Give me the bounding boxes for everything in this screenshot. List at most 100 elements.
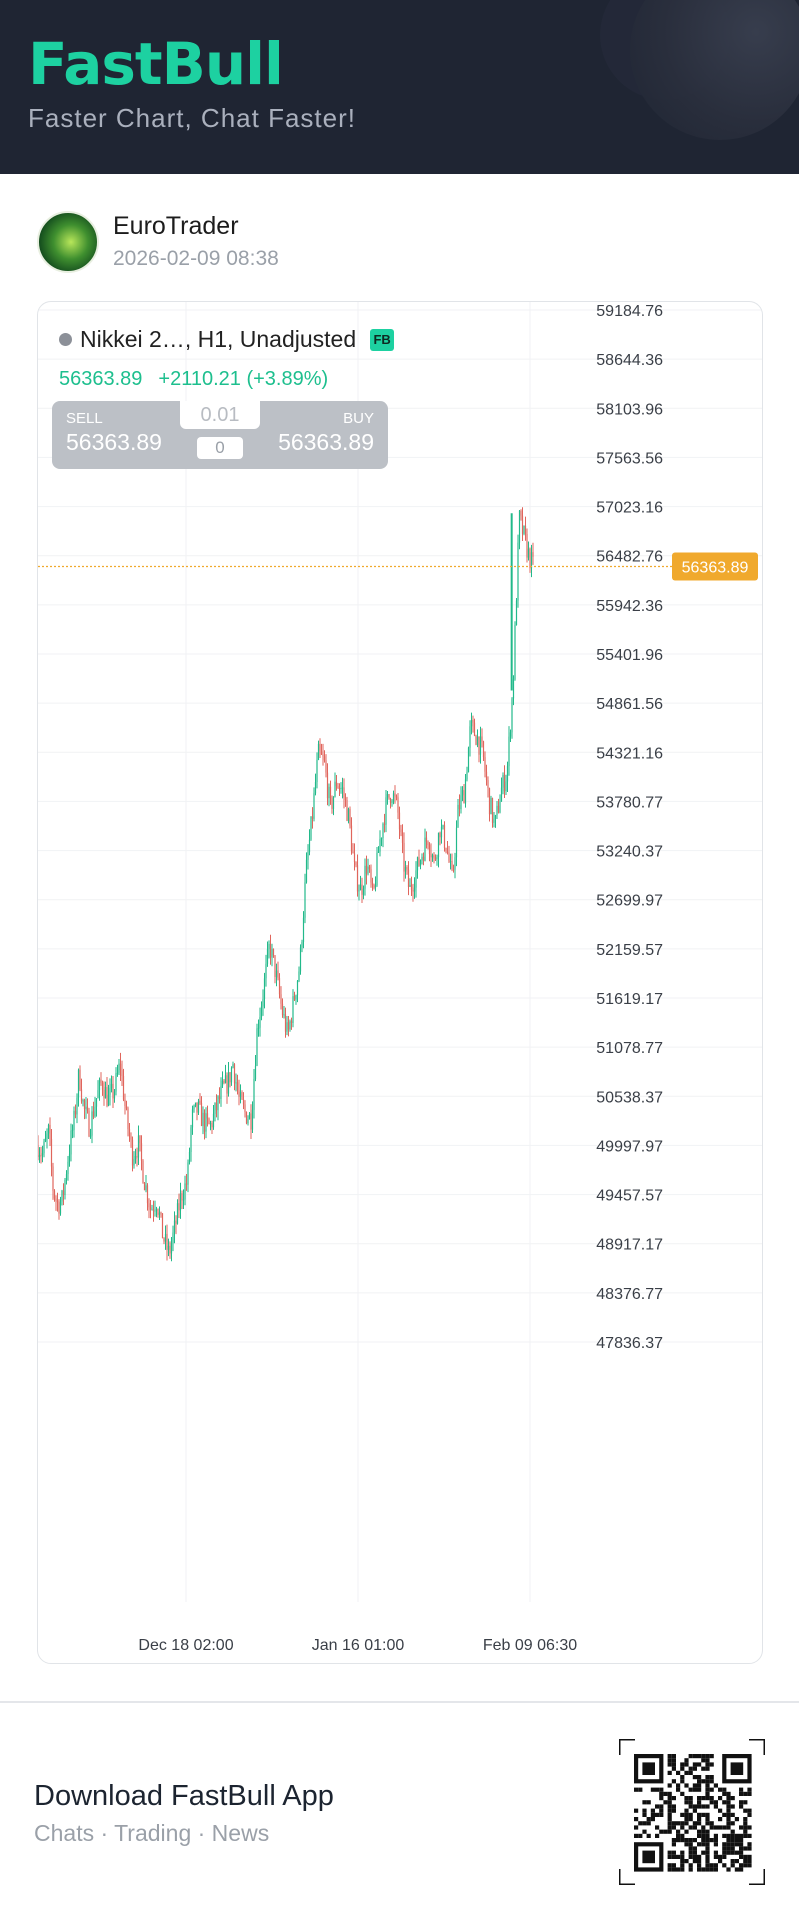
qr-module	[739, 1854, 744, 1859]
qr-module	[705, 1791, 710, 1796]
candle-body	[280, 994, 282, 1004]
qr-corner	[619, 1869, 635, 1885]
qr-module	[684, 1762, 689, 1767]
candle-body	[112, 1083, 114, 1099]
qr-module	[705, 1850, 710, 1855]
qr-module	[743, 1825, 748, 1830]
candle-body	[118, 1063, 120, 1073]
qr-module	[680, 1863, 685, 1868]
candle-body	[163, 1238, 165, 1242]
qr-module	[730, 1829, 735, 1834]
candle-body	[248, 1113, 251, 1119]
candle-body	[226, 1075, 228, 1094]
candle-body	[83, 1100, 86, 1110]
candle-body	[113, 1091, 116, 1099]
candle-body	[415, 870, 417, 888]
sell-label[interactable]: SELL	[66, 410, 103, 427]
candle-body	[77, 1069, 80, 1098]
app-header: FastBull Faster Chart, Chat Faster!	[0, 0, 799, 174]
qr-module	[739, 1800, 744, 1805]
candle-body	[188, 1151, 191, 1163]
candle-body	[193, 1105, 195, 1110]
candle-body	[341, 787, 344, 789]
candle-body	[292, 996, 294, 1023]
candle-body	[403, 842, 405, 872]
qr-module	[671, 1804, 676, 1809]
candle-body	[479, 736, 482, 755]
username[interactable]: EuroTrader	[113, 212, 239, 240]
candle-body	[452, 869, 455, 871]
qr-module	[671, 1842, 676, 1847]
qr-corner	[749, 1869, 765, 1885]
qr-module	[705, 1821, 710, 1826]
candle-body	[380, 838, 383, 840]
qr-module	[646, 1833, 651, 1838]
qr-module	[697, 1762, 702, 1767]
candle-body	[439, 832, 441, 838]
qr-module	[650, 1817, 655, 1822]
qr-code-icon[interactable]	[619, 1739, 765, 1885]
price-chart[interactable]: 59184.76 58644.36 58103.96 57563.56 57023.16…	[38, 302, 763, 1664]
y-tick-label: 58644.36	[596, 352, 663, 369]
qr-module	[739, 1863, 744, 1868]
x-tick-label: Feb 09 06:30	[483, 1637, 577, 1654]
chart-card[interactable]: 59184.76 58644.36 58103.96 57563.56 57023.16…	[37, 301, 763, 1664]
candle-body	[362, 888, 365, 895]
qr-module	[730, 1804, 735, 1809]
candle-body	[316, 759, 318, 783]
y-tick-label: 58103.96	[596, 401, 663, 418]
candle-body	[169, 1245, 171, 1254]
candle-body	[307, 852, 309, 860]
qr-module	[713, 1838, 718, 1843]
candle-body	[518, 510, 521, 543]
qr-module	[709, 1800, 714, 1805]
qr-module	[718, 1787, 723, 1792]
qr-module	[705, 1787, 710, 1792]
qr-module	[701, 1758, 706, 1763]
candle-body	[53, 1190, 56, 1199]
qr-module	[705, 1779, 710, 1784]
candle-body	[82, 1100, 84, 1102]
qr-module	[671, 1850, 676, 1855]
quantity-input[interactable]: 0.01	[180, 401, 260, 429]
qr-module	[688, 1804, 693, 1809]
candle-body	[361, 884, 363, 895]
qr-module	[688, 1846, 693, 1851]
candle-body	[470, 719, 473, 727]
qr-module	[726, 1850, 731, 1855]
candle-body	[509, 732, 512, 737]
qr-module	[688, 1838, 693, 1843]
symbol-header[interactable]: Nikkei 2… , H1, Unadjusted FB	[59, 326, 395, 353]
qr-module	[688, 1863, 693, 1868]
candle-body	[337, 786, 339, 789]
qr-module	[743, 1859, 748, 1864]
qr-module	[726, 1867, 731, 1872]
candle-body	[121, 1070, 123, 1076]
price-change: +2110.21 (+3.89%)	[158, 368, 329, 390]
qr-module	[692, 1804, 697, 1809]
candle-body	[311, 816, 314, 819]
download-title[interactable]: Download FastBull App	[34, 1780, 334, 1812]
buy-label[interactable]: BUY	[343, 410, 374, 427]
candle-body	[475, 735, 477, 745]
candle-body	[70, 1130, 72, 1155]
qr-module	[680, 1812, 685, 1817]
qr-module	[697, 1783, 702, 1788]
qr-module	[642, 1821, 647, 1826]
qr-module	[692, 1775, 697, 1780]
avatar[interactable]	[37, 211, 99, 273]
candle-body	[155, 1209, 158, 1211]
candle-body	[164, 1233, 167, 1242]
candle-body	[115, 1073, 117, 1092]
candle-body	[314, 782, 317, 794]
status-dot-icon	[59, 333, 72, 346]
candle-body	[440, 826, 443, 838]
candle-body	[283, 1014, 285, 1016]
candle-body	[529, 548, 531, 569]
qr-module	[722, 1846, 727, 1851]
sell-price[interactable]: 56363.89	[66, 429, 162, 455]
buy-price[interactable]: 56363.89	[278, 429, 374, 455]
candle-body	[244, 1104, 246, 1113]
qr-module	[709, 1821, 714, 1826]
candle-body	[289, 1021, 291, 1030]
